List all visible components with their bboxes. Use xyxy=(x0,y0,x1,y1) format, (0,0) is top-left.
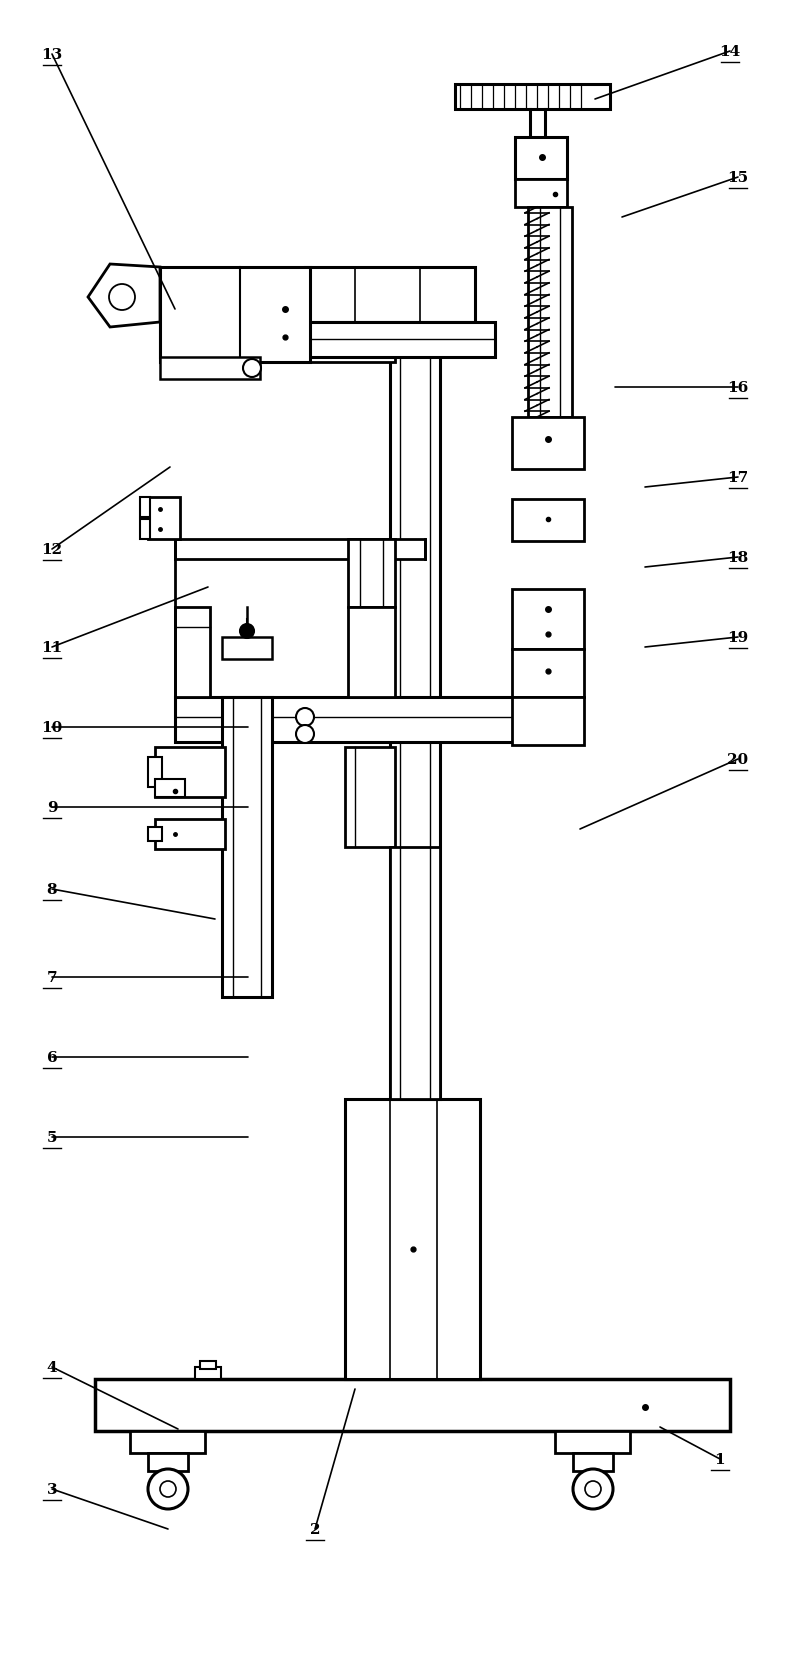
Circle shape xyxy=(148,1470,188,1510)
Circle shape xyxy=(243,360,261,378)
Circle shape xyxy=(296,726,314,744)
Text: 18: 18 xyxy=(727,550,749,565)
Bar xyxy=(222,698,272,998)
Bar xyxy=(348,540,395,608)
Bar xyxy=(160,268,310,363)
Circle shape xyxy=(573,1470,613,1510)
Bar xyxy=(515,138,567,181)
Circle shape xyxy=(585,1481,601,1496)
Bar xyxy=(305,268,475,323)
Text: 2: 2 xyxy=(310,1523,320,1536)
Bar xyxy=(573,1453,613,1471)
Text: 12: 12 xyxy=(42,543,62,557)
Bar xyxy=(155,747,225,797)
Text: 3: 3 xyxy=(46,1481,58,1496)
Bar xyxy=(160,323,495,358)
Bar xyxy=(348,608,395,698)
Text: 20: 20 xyxy=(727,752,749,767)
Bar xyxy=(175,608,210,698)
Text: 6: 6 xyxy=(46,1051,58,1064)
Bar xyxy=(512,650,584,698)
Bar xyxy=(175,698,565,742)
Text: 17: 17 xyxy=(727,471,749,486)
Text: 16: 16 xyxy=(727,381,749,394)
Text: 5: 5 xyxy=(46,1130,58,1145)
Bar xyxy=(155,779,185,797)
Bar xyxy=(528,207,572,418)
Bar xyxy=(305,323,395,363)
Bar xyxy=(155,820,225,850)
Bar xyxy=(140,497,150,517)
Bar xyxy=(512,590,584,650)
Bar xyxy=(390,280,440,1099)
Bar xyxy=(148,1453,188,1471)
Bar xyxy=(148,497,180,540)
Circle shape xyxy=(240,625,254,638)
Text: 11: 11 xyxy=(42,641,62,655)
Circle shape xyxy=(296,709,314,726)
Bar xyxy=(345,747,395,847)
Text: 15: 15 xyxy=(727,171,749,186)
Text: 8: 8 xyxy=(46,883,58,896)
Text: 13: 13 xyxy=(42,48,62,61)
Bar xyxy=(512,418,584,469)
Circle shape xyxy=(109,285,135,312)
Bar xyxy=(148,757,162,787)
Text: 4: 4 xyxy=(46,1360,58,1374)
Text: 14: 14 xyxy=(719,45,741,60)
Text: 10: 10 xyxy=(42,721,62,734)
Bar xyxy=(345,1099,480,1379)
Bar xyxy=(140,520,150,540)
Bar xyxy=(200,1360,216,1369)
Bar xyxy=(175,540,425,560)
Bar xyxy=(160,358,260,379)
Bar xyxy=(555,1432,630,1453)
Bar xyxy=(222,638,272,659)
Bar xyxy=(512,500,584,542)
Text: 9: 9 xyxy=(46,800,58,815)
Bar xyxy=(130,1432,205,1453)
Text: 1: 1 xyxy=(714,1452,726,1466)
Text: 7: 7 xyxy=(46,971,58,984)
Polygon shape xyxy=(88,265,160,328)
Bar xyxy=(455,85,610,109)
Bar xyxy=(195,1367,221,1379)
Bar xyxy=(390,847,440,1099)
Bar xyxy=(512,698,584,746)
Text: 19: 19 xyxy=(727,631,749,645)
Bar xyxy=(95,1379,730,1432)
Circle shape xyxy=(160,1481,176,1496)
Bar xyxy=(148,827,162,842)
Bar xyxy=(515,181,567,207)
